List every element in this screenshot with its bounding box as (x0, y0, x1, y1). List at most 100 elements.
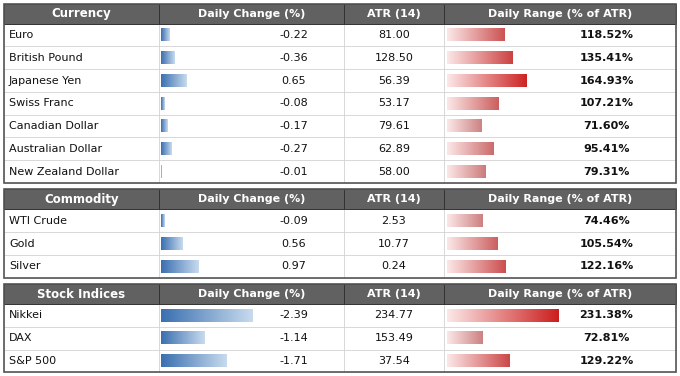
Text: 62.89: 62.89 (378, 144, 410, 154)
Text: 0.56: 0.56 (282, 238, 307, 249)
Text: S&P 500: S&P 500 (9, 356, 56, 366)
Text: -1.71: -1.71 (279, 356, 309, 366)
Text: 107.21%: 107.21% (579, 99, 633, 108)
Text: Euro: Euro (9, 30, 34, 40)
Bar (4, 115, 159, 138)
Bar (344, 69, 444, 92)
Bar (444, 209, 676, 232)
Bar (159, 160, 344, 183)
Text: 0.65: 0.65 (282, 76, 307, 86)
Text: New Zealand Dollar: New Zealand Dollar (9, 167, 119, 177)
Bar (344, 46, 444, 69)
Bar (344, 24, 444, 46)
Text: Australian Dollar: Australian Dollar (9, 144, 102, 154)
Bar (4, 190, 159, 209)
Text: 153.49: 153.49 (375, 333, 413, 343)
Bar (159, 46, 344, 69)
Text: Daily Range (% of ATR): Daily Range (% of ATR) (488, 9, 632, 19)
Bar (159, 209, 344, 232)
Bar (4, 327, 159, 350)
Bar (159, 115, 344, 138)
Bar (159, 350, 344, 372)
Bar (444, 284, 676, 304)
Bar (444, 304, 676, 327)
Text: 71.60%: 71.60% (583, 121, 630, 131)
Bar (444, 115, 676, 138)
Bar (4, 69, 159, 92)
Text: ATR (14): ATR (14) (367, 9, 421, 19)
Bar (4, 255, 159, 277)
Bar (344, 4, 444, 24)
Text: Commodity: Commodity (44, 193, 119, 206)
Bar (444, 4, 676, 24)
Text: Stock Indices: Stock Indices (37, 288, 126, 300)
Text: -1.14: -1.14 (279, 333, 309, 343)
Text: 135.41%: 135.41% (579, 53, 633, 63)
Text: Currency: Currency (52, 7, 112, 20)
Text: 164.93%: 164.93% (579, 76, 634, 86)
Bar (159, 232, 344, 255)
Bar (4, 138, 159, 160)
Text: Gold: Gold (9, 238, 35, 249)
Bar (344, 255, 444, 277)
Bar (444, 232, 676, 255)
Text: Daily Change (%): Daily Change (%) (198, 289, 305, 299)
Bar (444, 350, 676, 372)
Bar (344, 304, 444, 327)
Text: -0.01: -0.01 (279, 167, 308, 177)
Text: 79.31%: 79.31% (583, 167, 630, 177)
Bar (344, 115, 444, 138)
Text: British Pound: British Pound (9, 53, 83, 63)
Bar (344, 160, 444, 183)
Text: 128.50: 128.50 (375, 53, 413, 63)
Bar (159, 190, 344, 209)
Text: 129.22%: 129.22% (579, 356, 634, 366)
Text: Nikkei: Nikkei (9, 311, 43, 320)
Text: Canadian Dollar: Canadian Dollar (9, 121, 99, 131)
Text: 79.61: 79.61 (378, 121, 410, 131)
Text: 95.41%: 95.41% (583, 144, 630, 154)
Text: -2.39: -2.39 (279, 311, 309, 320)
Text: -0.36: -0.36 (279, 53, 308, 63)
Bar (4, 92, 159, 115)
Text: 105.54%: 105.54% (579, 238, 633, 249)
Text: Silver: Silver (9, 261, 41, 271)
Bar (159, 4, 344, 24)
Text: ATR (14): ATR (14) (367, 289, 421, 299)
Bar (344, 209, 444, 232)
Text: Swiss Franc: Swiss Franc (9, 99, 73, 108)
Text: 231.38%: 231.38% (579, 311, 633, 320)
Text: 81.00: 81.00 (378, 30, 410, 40)
Text: -0.17: -0.17 (279, 121, 309, 131)
Bar (444, 190, 676, 209)
Bar (344, 327, 444, 350)
Text: Daily Change (%): Daily Change (%) (198, 194, 305, 205)
Text: 118.52%: 118.52% (579, 30, 633, 40)
Bar (344, 92, 444, 115)
Text: 0.97: 0.97 (282, 261, 307, 271)
Bar (159, 327, 344, 350)
Bar (4, 304, 159, 327)
Text: 58.00: 58.00 (378, 167, 410, 177)
Text: WTI Crude: WTI Crude (9, 216, 67, 226)
Text: 74.46%: 74.46% (583, 216, 630, 226)
Bar (159, 92, 344, 115)
Bar (4, 232, 159, 255)
Bar (444, 46, 676, 69)
Bar (159, 284, 344, 304)
Bar (444, 160, 676, 183)
Bar (444, 138, 676, 160)
Bar (4, 4, 676, 183)
Bar (159, 138, 344, 160)
Text: -0.08: -0.08 (279, 99, 309, 108)
Text: -0.09: -0.09 (279, 216, 309, 226)
Bar (344, 284, 444, 304)
Text: 2.53: 2.53 (381, 216, 407, 226)
Bar (444, 255, 676, 277)
Bar (159, 255, 344, 277)
Text: Daily Change (%): Daily Change (%) (198, 9, 305, 19)
Text: 10.77: 10.77 (378, 238, 410, 249)
Bar (344, 350, 444, 372)
Text: 0.24: 0.24 (381, 261, 407, 271)
Text: 37.54: 37.54 (378, 356, 410, 366)
